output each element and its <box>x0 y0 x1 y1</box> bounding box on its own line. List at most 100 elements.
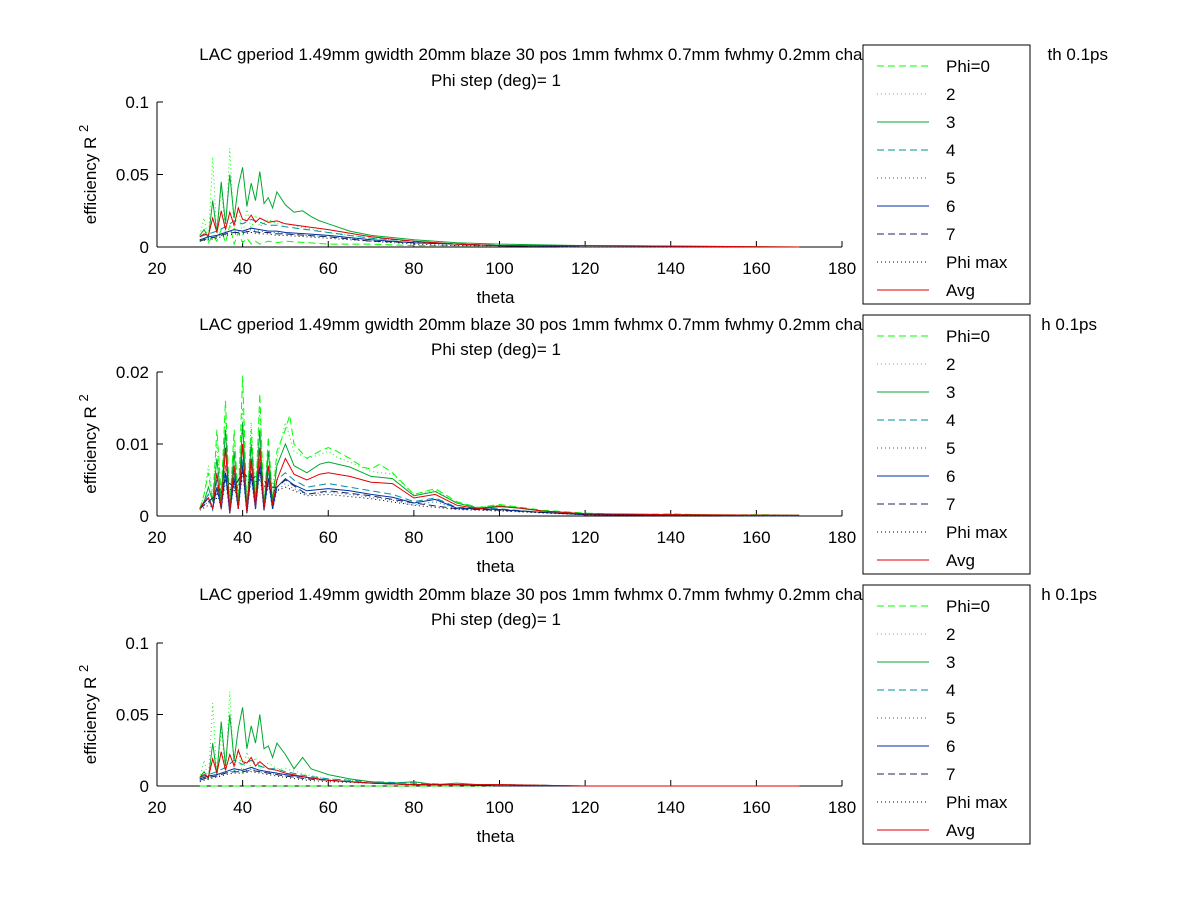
legend-item: 6 <box>877 467 955 486</box>
chart-title-tail: th 0.1ps <box>1048 45 1109 64</box>
chart-subtitle: Phi step (deg)= 1 <box>431 340 561 359</box>
x-tick-label: 100 <box>485 798 513 817</box>
chart-panel-1: LAC gperiod 1.49mm gwidth 20mm blaze 30 … <box>76 44 1109 307</box>
legend-item: Avg <box>877 821 975 840</box>
legend-item: 4 <box>877 681 955 700</box>
legend-label: Avg <box>946 551 975 570</box>
legend-item: Phi=0 <box>877 57 990 76</box>
legend-label: 6 <box>946 467 955 486</box>
legend-item: 6 <box>877 737 955 756</box>
legend-item: 7 <box>877 765 955 784</box>
x-tick-label: 180 <box>828 259 856 278</box>
legend-item: Phi max <box>877 523 1008 542</box>
series-line-6 <box>199 465 800 517</box>
legend-item: 4 <box>877 411 955 430</box>
legend-label: Avg <box>946 821 975 840</box>
legend-label: 5 <box>946 169 955 188</box>
y-tick-label: 0.01 <box>116 435 149 454</box>
x-tick-label: 100 <box>485 528 513 547</box>
x-tick-label: 40 <box>233 798 252 817</box>
x-tick-label: 40 <box>233 259 252 278</box>
x-tick-label: 80 <box>404 798 423 817</box>
legend-label: 5 <box>946 439 955 458</box>
y-tick-label: 0.05 <box>116 706 149 725</box>
series-line-avg <box>199 206 800 248</box>
y-tick-label: 0.1 <box>125 634 149 653</box>
y-axis-label-superscript: 2 <box>76 665 91 672</box>
legend: Phi=0 2 3 4 5 6 7 Phi max Avg <box>862 584 1031 845</box>
legend-label: 2 <box>946 85 955 104</box>
x-axis-label: theta <box>477 827 515 846</box>
series-line-2 <box>199 407 800 516</box>
x-tick-label: 120 <box>571 528 599 547</box>
x-tick-label: 160 <box>742 528 770 547</box>
legend-label: 4 <box>946 411 955 430</box>
y-axis-label-text: efficiency R <box>81 401 100 493</box>
x-tick-label: 140 <box>657 528 685 547</box>
legend-label: Phi=0 <box>946 597 990 616</box>
y-axis-label: efficiency R 2 <box>76 125 100 225</box>
y-tick-label: 0.02 <box>116 363 149 382</box>
legend-item: 7 <box>877 495 955 514</box>
legend-item: 3 <box>877 383 955 402</box>
legend-label: 3 <box>946 113 955 132</box>
legend-label: Avg <box>946 281 975 300</box>
legend-label: 6 <box>946 197 955 216</box>
legend-item: Phi max <box>877 253 1008 272</box>
legend-label: Phi max <box>946 523 1008 542</box>
y-tick-label: 0 <box>140 777 149 796</box>
y-axis-label-superscript: 2 <box>76 394 91 401</box>
x-tick-label: 60 <box>319 798 338 817</box>
chart-title-tail: h 0.1ps <box>1041 315 1097 334</box>
y-axis-label: efficiency R 2 <box>76 394 100 494</box>
legend-label: 3 <box>946 383 955 402</box>
y-axis-label-text: efficiency R <box>81 672 100 764</box>
series-line-avg <box>199 443 800 516</box>
legend-label: 7 <box>946 225 955 244</box>
chart-title-tail: h 0.1ps <box>1041 585 1097 604</box>
legend-label: Phi max <box>946 253 1008 272</box>
series-line-avg <box>199 748 800 787</box>
x-tick-label: 120 <box>571 259 599 278</box>
x-tick-label: 140 <box>657 259 685 278</box>
x-tick-label: 20 <box>148 259 167 278</box>
chart-panel-3: LAC gperiod 1.49mm gwidth 20mm blaze 30 … <box>76 584 1097 846</box>
legend-item: Phi=0 <box>877 327 990 346</box>
legend-label: 2 <box>946 625 955 644</box>
chart-title: LAC gperiod 1.49mm gwidth 20mm blaze 30 … <box>199 45 910 64</box>
series-line-3 <box>199 167 800 248</box>
x-tick-label: 180 <box>828 798 856 817</box>
legend-label: Phi max <box>946 793 1008 812</box>
legend-item: 2 <box>877 355 955 374</box>
x-tick-label: 60 <box>319 528 338 547</box>
legend-label: Phi=0 <box>946 327 990 346</box>
legend-item: Avg <box>877 551 975 570</box>
x-tick-label: 100 <box>485 259 513 278</box>
x-tick-label: 40 <box>233 528 252 547</box>
chart-title: LAC gperiod 1.49mm gwidth 20mm blaze 30 … <box>199 585 910 604</box>
x-tick-label: 160 <box>742 798 770 817</box>
chart-subtitle: Phi step (deg)= 1 <box>431 71 561 90</box>
chart-title: LAC gperiod 1.49mm gwidth 20mm blaze 30 … <box>199 315 910 334</box>
y-axis-label: efficiency R 2 <box>76 665 100 765</box>
x-axis-label: theta <box>477 557 515 576</box>
legend-item: Avg <box>877 281 975 300</box>
y-axis-label-text: efficiency R <box>81 132 100 224</box>
legend-label: 3 <box>946 653 955 672</box>
x-tick-label: 160 <box>742 259 770 278</box>
legend: Phi=0 2 3 4 5 6 7 Phi max Avg <box>862 314 1031 575</box>
chart-panel-2: LAC gperiod 1.49mm gwidth 20mm blaze 30 … <box>76 314 1097 576</box>
legend-item: 5 <box>877 709 955 728</box>
legend-item: Phi=0 <box>877 597 990 616</box>
legend-item: 3 <box>877 113 955 132</box>
x-tick-label: 120 <box>571 798 599 817</box>
series-line-3 <box>199 707 800 787</box>
legend-box <box>862 314 1031 575</box>
series-line-3 <box>199 422 800 516</box>
legend-label: 4 <box>946 141 955 160</box>
x-axis-label: theta <box>477 288 515 307</box>
x-tick-label: 80 <box>404 259 423 278</box>
x-tick-label: 20 <box>148 528 167 547</box>
series-line-7 <box>199 472 800 517</box>
